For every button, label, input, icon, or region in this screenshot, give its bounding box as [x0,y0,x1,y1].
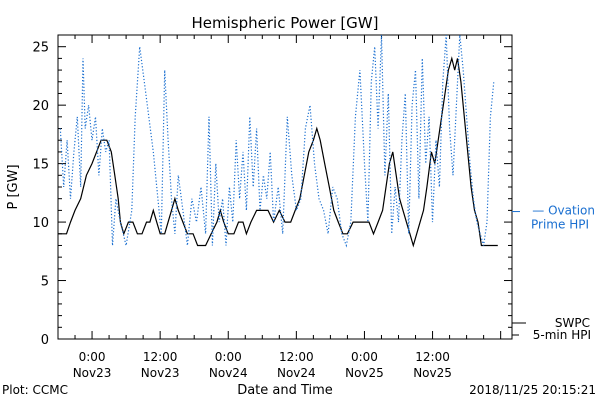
x-tick-label-time: 0:00 [351,350,378,364]
y-tick-label: 0 [41,333,49,348]
y-tick-label: 15 [32,158,49,173]
legend-label-swpc: SWPC [555,316,590,330]
x-tick-label-date: Nov24 [209,366,248,380]
x-tick-label-date: Nov25 [345,366,384,380]
series-line-ovation [59,34,495,248]
x-tick-label-time: 0:00 [215,350,242,364]
x-axis-label: Date and Time [237,383,333,398]
x-tick-label-time: 12:00 [279,350,314,364]
y-tick-label: 20 [32,99,49,114]
x-tick-label-date: Nov23 [141,366,180,380]
x-tick-label-date: Nov25 [413,366,452,380]
timestamp: 2018/11/25 20:15:21 [469,383,596,397]
x-tick-label-time: 12:00 [143,350,178,364]
x-axis-ticks: 0:00 Nov23 12:00 Nov23 0:00 Nov24 12:00 Nov24 0:… [57,35,502,380]
plot-credit: Plot: CCMC [2,383,68,397]
x-tick-label-time: 0:00 [79,350,106,364]
legend-label-ovation-2: Prime HPI [531,217,589,231]
y-axis-ticks: 0 5 10 15 20 25 [32,34,512,348]
y-tick-label: 10 [32,216,49,231]
y-tick-label: 5 [41,275,49,290]
legend-label-ovation: — Ovation [532,203,595,217]
x-tick-label-time: 12:00 [415,350,450,364]
y-tick-label: 25 [32,41,49,56]
legend-label-swpc-2: 5-min HPI [533,328,591,342]
y-axis-label: P [GW] [6,164,21,209]
series-layer [58,34,498,248]
chart-title: Hemispheric Power [GW] [192,14,379,32]
x-tick-label-date: Nov24 [277,366,316,380]
x-tick-label-date: Nov23 [73,366,112,380]
series-line-swpc [58,56,498,248]
